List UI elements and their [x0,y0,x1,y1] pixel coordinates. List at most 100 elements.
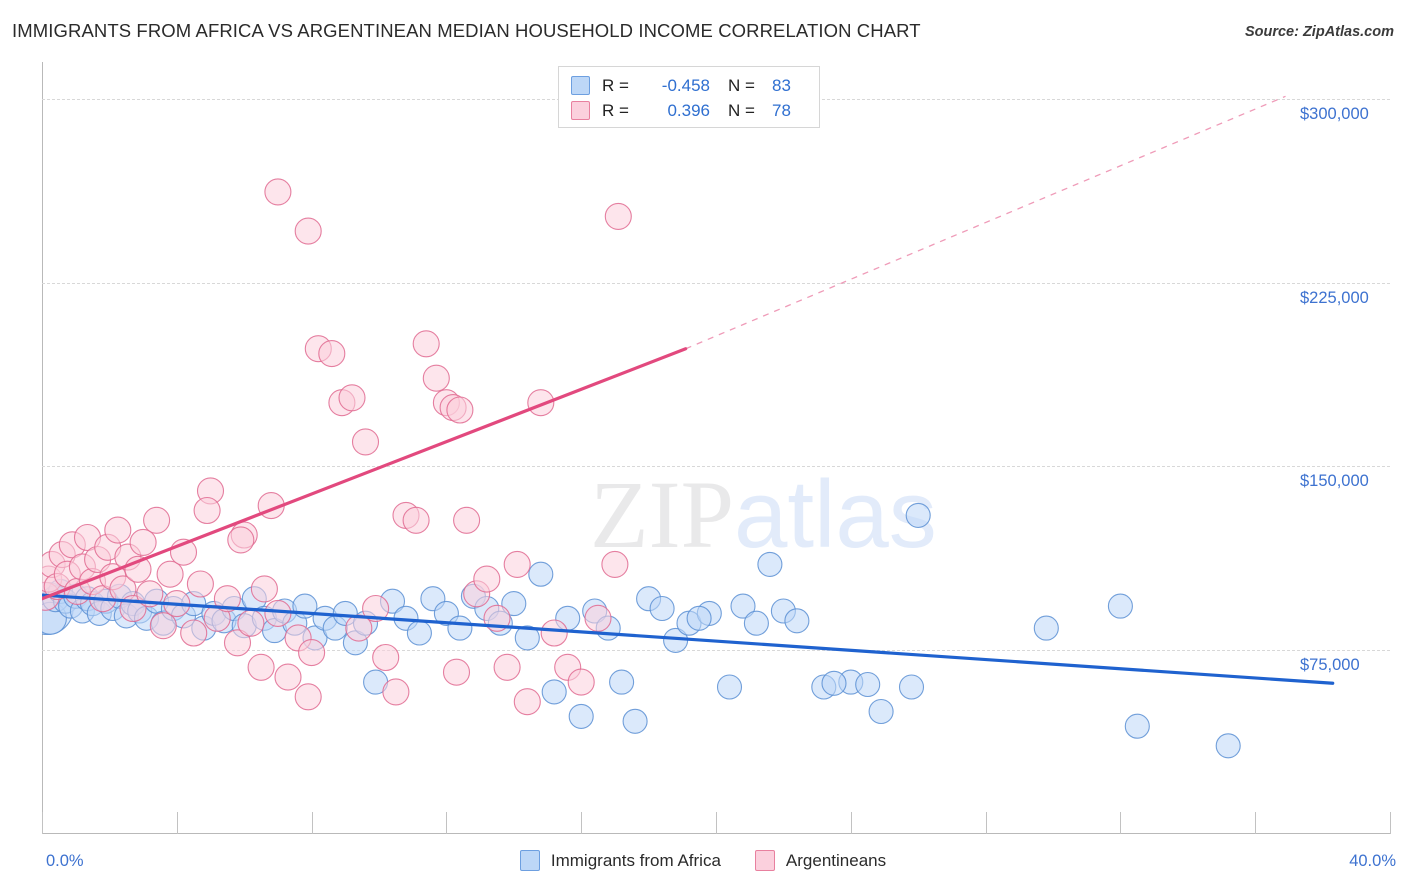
scatter-point [412,330,440,358]
plot-area: ZIPatlas $300,000 $225,000 $150,000 $75,000 [42,62,1391,834]
scatter-point [513,688,541,716]
stat-n-label-africa: N = [728,75,755,95]
x-axis-tick [177,812,178,834]
scatter-point [514,625,540,651]
correlation-stats-legend: R = -0.458 N = 83 R = 0.396 N = 78 [558,66,820,128]
legend-item-argentineans[interactable]: Argentineans [754,850,887,871]
scatter-point [501,591,527,617]
stat-r-value-africa: -0.458 [661,75,710,95]
scatter-point [338,384,366,412]
scatter-point [898,674,925,700]
stat-row-africa: R = -0.458 N = 83 [571,73,809,98]
x-axis-tick [851,812,852,834]
x-axis-tick [1120,812,1121,834]
scatter-point [156,560,184,588]
legend-label-argentineans: Argentineans [785,850,887,870]
scatter-point [905,502,931,528]
scatter-point [143,506,171,534]
y-axis-line [42,62,43,834]
x-axis-tick [581,812,582,834]
scatter-point [213,585,241,613]
scatter-point [604,202,632,230]
scatter-point [743,610,769,636]
scatter-point [104,516,132,544]
scatter-point [568,703,594,729]
scatter-point [318,340,346,368]
gridline [42,466,1390,468]
scatter-point [180,619,208,647]
scatter-point [855,671,881,698]
trendline-extension [685,95,1286,350]
scatter-point [372,643,400,672]
scatter-point [422,364,450,392]
scatter-point [345,614,373,642]
scatter-point [757,551,783,577]
stat-row-argentineans: R = 0.396 N = 78 [571,98,809,123]
stat-r-value-argentineans: 0.396 [667,100,710,120]
x-axis-tick [986,812,987,834]
scatter-point [406,620,432,646]
scatter-point [382,678,410,706]
scatter-point [136,580,164,608]
scatter-point [601,550,629,578]
scatter-point [730,593,756,619]
scatter-point [362,594,390,623]
scatter-point [503,550,531,578]
scatter-point [298,639,326,667]
scatter-point [609,669,635,695]
swatch-africa-icon [571,76,590,95]
scatter-point [453,506,481,534]
scatter-point [193,496,221,525]
scatter-point [493,653,521,681]
scatter-point [129,528,157,556]
stat-n-value-africa: 83 [772,75,791,95]
x-axis-tick [1255,812,1256,834]
scatter-point [622,708,648,734]
legend-label-africa: Immigrants from Africa [550,850,721,870]
scatter-point [247,653,275,681]
stat-n-value-argentineans: 78 [772,100,791,120]
source-label: Source: ZipAtlas.com [1244,24,1394,40]
x-axis-tick [716,812,717,834]
scatter-point [868,698,894,725]
series-legend: Immigrants from Africa Argentineans [0,850,1406,871]
stat-r-label-argentineans: R = [602,100,629,120]
scatter-plot-svg [42,95,1335,759]
scatter-point [446,396,474,424]
gridline [42,650,1390,652]
scatter-point [149,612,177,640]
scatter-point [784,608,810,634]
x-axis-min-label: 0.0% [46,852,84,870]
legend-item-immigrants-from-africa[interactable]: Immigrants from Africa [519,850,721,871]
scatter-point [250,575,278,603]
x-axis-max-label: 40.0% [1349,852,1396,870]
trendline [42,347,688,601]
scatter-point [716,674,743,700]
trendline [42,593,1335,685]
scatter-point [351,428,380,456]
scatter-point [223,629,252,657]
scatter-point [686,605,712,631]
scatter-point [447,615,473,641]
scatter-point [294,217,322,245]
x-axis-tick [1390,812,1391,834]
scatter-point [264,178,292,206]
scatter-point [584,604,612,632]
stat-r-label-africa: R = [602,75,629,95]
scatter-point [473,565,501,593]
y-axis-tick-label: $225,000 [1300,288,1369,307]
scatter-point [227,526,255,554]
x-axis-tick [312,812,313,834]
swatch-argentineans-icon [571,101,590,120]
scatter-point [237,609,265,637]
legend-swatch-africa-icon [519,850,540,871]
stat-n-label-argentineans: N = [728,100,755,120]
scatter-point [567,668,595,696]
page-title: IMMIGRANTS FROM AFRICA VS ARGENTINEAN ME… [12,20,921,41]
x-axis-tick [446,812,447,834]
y-axis-tick-label: $150,000 [1300,472,1369,491]
y-axis-tick-label: $75,000 [1300,656,1360,675]
scatter-point [1107,593,1133,619]
scatter-point [541,679,567,705]
